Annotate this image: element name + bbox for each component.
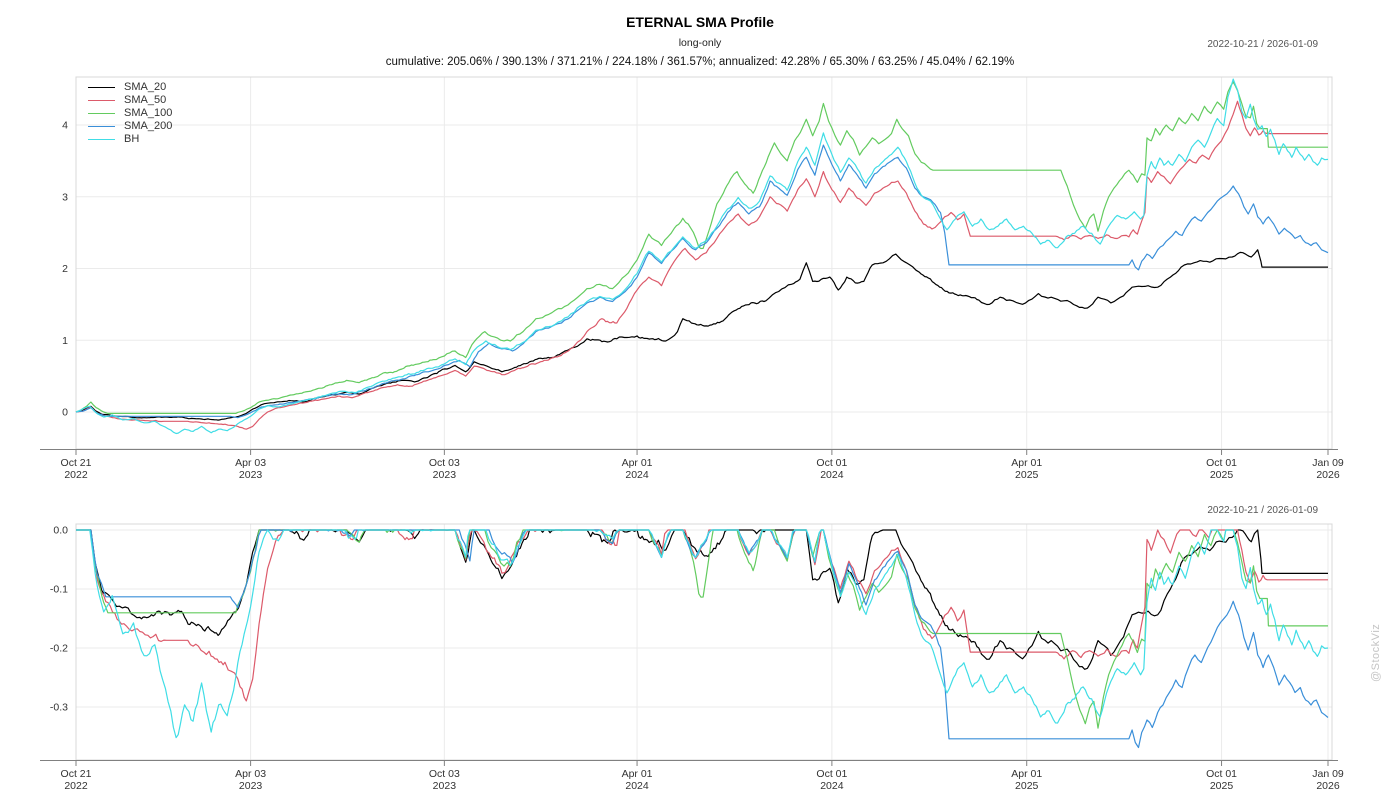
watermark: @StockViz bbox=[1370, 623, 1382, 682]
top-panel-x-tick-label: Apr 03 2023 bbox=[235, 457, 266, 481]
top-panel-y-tick-label: 2 bbox=[62, 263, 68, 275]
legend-label: SMA_50 bbox=[124, 94, 167, 106]
bottom-panel-y-tick-label: -0.1 bbox=[50, 584, 68, 596]
legend-item-bh: BH bbox=[88, 133, 172, 146]
top-panel-x-tick-label: Oct 01 2025 bbox=[1206, 457, 1237, 481]
drawdown-line-sma-200 bbox=[76, 529, 1329, 749]
bottom-panel-y-tick-label: 0.0 bbox=[53, 525, 68, 537]
legend-line-swatch bbox=[88, 113, 115, 114]
bottom-panel-x-tick-label: Apr 01 2024 bbox=[622, 768, 653, 792]
bottom-panel-x-tick-label: Oct 21 2022 bbox=[61, 768, 92, 792]
top-panel-x-tick-label: Oct 03 2023 bbox=[429, 457, 460, 481]
bottom-panel-x-tick-label: Oct 01 2025 bbox=[1206, 768, 1237, 792]
bottom-panel-y-tick-label: -0.2 bbox=[50, 643, 68, 655]
top-panel-x-tick-label: Apr 01 2025 bbox=[1011, 457, 1042, 481]
top-panel-y-tick-label: 3 bbox=[62, 191, 68, 203]
bottom-panel-y-tick-label: -0.3 bbox=[50, 702, 68, 714]
date-range-bottom-panel: 2022-10-21 / 2026-01-09 bbox=[1207, 505, 1318, 516]
legend-line-swatch bbox=[88, 139, 115, 140]
date-range-top-panel: 2022-10-21 / 2026-01-09 bbox=[1207, 39, 1318, 50]
legend-label: SMA_200 bbox=[124, 120, 173, 132]
drawdown-line-sma-50 bbox=[76, 529, 1328, 702]
drawdown-line-bh bbox=[76, 529, 1329, 739]
top-panel-x-tick-label: Oct 21 2022 bbox=[61, 457, 92, 481]
bottom-panel-x-tick-label: Oct 01 2024 bbox=[816, 768, 847, 792]
bottom-panel-x-tick-label: Apr 03 2023 bbox=[235, 768, 266, 792]
series-line-bh bbox=[75, 78, 1329, 435]
top-panel-x-tick-label: Apr 01 2024 bbox=[622, 457, 653, 481]
legend-label: SMA_100 bbox=[124, 107, 173, 119]
legend-line-swatch bbox=[88, 87, 115, 88]
legend-item-sma-20: SMA_20 bbox=[88, 81, 172, 94]
top-panel-x-tick-label: Oct 01 2024 bbox=[816, 457, 847, 481]
series-line-sma-20 bbox=[75, 249, 1328, 421]
legend-line-swatch bbox=[88, 100, 115, 101]
bottom-panel-x-tick-label: Apr 01 2025 bbox=[1011, 768, 1042, 792]
series-line-sma-200 bbox=[75, 144, 1329, 419]
bottom-panel-x-tick-label: Oct 03 2023 bbox=[429, 768, 460, 792]
top-panel-plot-border bbox=[75, 76, 1333, 450]
bottom-panel-x-tick-label: Jan 09 2026 bbox=[1312, 768, 1344, 792]
page-title: ETERNAL SMA Profile bbox=[626, 14, 774, 30]
series-line-sma-50 bbox=[75, 100, 1328, 430]
page-subtitle: long-only bbox=[678, 37, 722, 49]
series-line-sma-100 bbox=[75, 81, 1328, 414]
top-panel-y-tick-label: 0 bbox=[62, 407, 68, 419]
performance-stats: cumulative: 205.06% / 390.13% / 371.21% … bbox=[385, 56, 1015, 68]
bottom-panel-plot-border bbox=[75, 523, 1333, 761]
legend-label: BH bbox=[124, 133, 140, 145]
legend-line-swatch bbox=[88, 126, 115, 127]
legend-item-sma-200: SMA_200 bbox=[88, 120, 172, 133]
top-panel-y-tick-label: 4 bbox=[62, 120, 68, 132]
legend-item-sma-50: SMA_50 bbox=[88, 94, 172, 107]
top-panel-x-tick-label: Jan 09 2026 bbox=[1312, 457, 1344, 481]
top-panel-y-tick-label: 1 bbox=[62, 335, 68, 347]
legend-item-sma-100: SMA_100 bbox=[88, 107, 172, 120]
legend-label: SMA_20 bbox=[124, 81, 167, 93]
legend: SMA_20 SMA_50 SMA_100 SMA_200 BH bbox=[88, 81, 172, 146]
